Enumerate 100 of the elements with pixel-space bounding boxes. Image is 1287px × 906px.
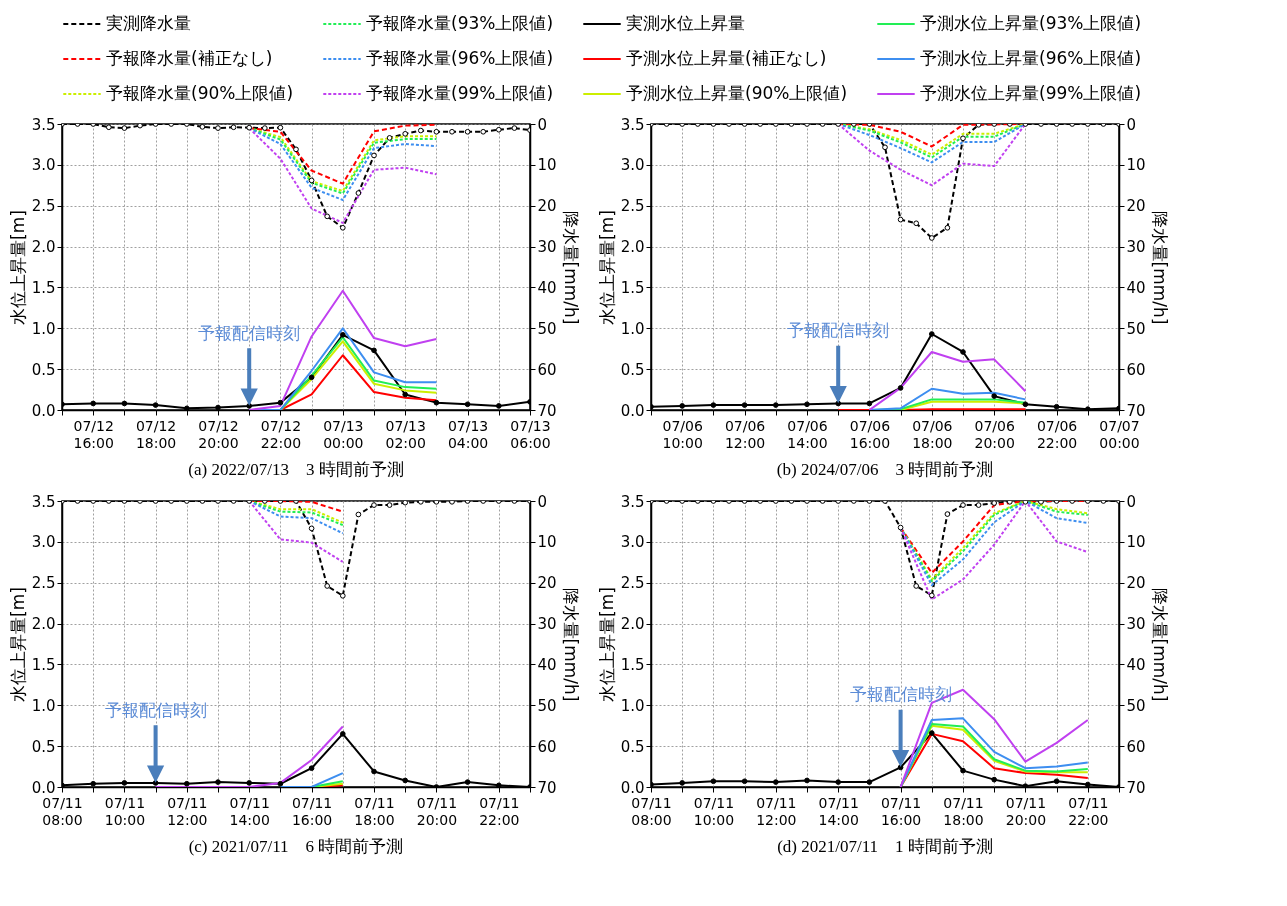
- point: [402, 501, 409, 506]
- y2-tick-label: 30: [1126, 238, 1146, 257]
- y2-tick-label: 10: [1126, 533, 1146, 552]
- x-tick-label: 07/11 16:00: [880, 794, 922, 828]
- y2-tick-label: 0: [537, 492, 548, 511]
- point: [449, 501, 455, 505]
- y-tick-label: 2.0: [31, 615, 56, 634]
- legend-label: 予測水位上昇量(90%上限値): [626, 83, 848, 103]
- y-tick-label: 0.0: [31, 401, 56, 420]
- line-series: [154, 725, 344, 787]
- y2-tick-label: 60: [1126, 360, 1146, 379]
- y-tick-label: 3.0: [620, 533, 645, 552]
- point: [417, 127, 424, 134]
- y-axis-title: 水位上昇量[m]: [7, 210, 28, 325]
- point: [121, 780, 128, 786]
- y-axis-title: 水位上昇量[m]: [7, 587, 28, 702]
- point: [464, 128, 471, 135]
- y2-tick-label: 40: [1126, 278, 1146, 297]
- point: [371, 347, 377, 354]
- y2-tick-label: 70: [1126, 778, 1146, 797]
- y2-tick-label: 40: [1126, 655, 1146, 674]
- y2-tick-label: 10: [1126, 156, 1146, 175]
- y-tick-label: 2.5: [31, 574, 56, 593]
- point: [371, 502, 377, 508]
- y2-tick-label: 40: [537, 278, 557, 297]
- x-tick-label: 07/06 18:00: [912, 417, 953, 451]
- point: [960, 767, 966, 774]
- x-tick-label: 07/11 16:00: [291, 794, 333, 828]
- point: [710, 402, 717, 408]
- y-tick-label: 3.0: [31, 156, 56, 175]
- point: [246, 403, 253, 409]
- y2-tick-label: 20: [537, 574, 557, 593]
- point: [293, 146, 299, 153]
- point: [928, 730, 935, 736]
- point: [741, 402, 748, 408]
- point: [433, 399, 440, 406]
- x-tick-label: 07/11 12:00: [167, 794, 208, 828]
- y-tick-label: 1.0: [620, 696, 645, 715]
- y-tick-label: 1.0: [31, 319, 56, 338]
- legend-label: 予報降水量(90%上限値): [106, 83, 294, 103]
- text: (c) 2021/07/11 6 時間前予測: [188, 837, 404, 856]
- point: [897, 216, 904, 223]
- point: [1053, 778, 1060, 785]
- x-tick-label: 07/11 12:00: [756, 794, 797, 828]
- x-tick-label: 07/11 22:00: [479, 794, 520, 828]
- y2-tick-label: 30: [1126, 615, 1146, 634]
- x-tick-label: 07/06 10:00: [662, 417, 703, 451]
- y-tick-label: 0.5: [31, 360, 56, 379]
- point: [308, 177, 315, 184]
- x-tick-label: 07/06 12:00: [724, 417, 766, 451]
- point: [511, 125, 518, 131]
- point: [152, 402, 159, 408]
- point: [772, 402, 779, 408]
- y-tick-label: 0.0: [620, 778, 645, 797]
- y2-tick-label: 60: [1126, 737, 1146, 756]
- y-tick-label: 2.5: [620, 197, 645, 216]
- point: [137, 124, 143, 129]
- point: [215, 125, 221, 131]
- point: [835, 779, 842, 785]
- y-tick-label: 0.5: [620, 360, 645, 379]
- point: [277, 124, 284, 131]
- x-tick-label: 07/11 10:00: [104, 794, 146, 828]
- point: [1038, 501, 1044, 505]
- point: [1022, 401, 1029, 408]
- y2-tick-label: 0: [1126, 492, 1137, 511]
- x-tick-label: 07/11 14:00: [818, 794, 859, 828]
- line-series: [868, 350, 1027, 410]
- point: [90, 400, 97, 407]
- legend-label: 予報降水量(補正なし): [106, 48, 273, 68]
- point: [464, 779, 471, 785]
- point: [324, 583, 331, 589]
- y2-axis-title: 降水量[mm/h]: [560, 587, 581, 702]
- y2-tick-label: 30: [537, 615, 557, 634]
- y2-tick-label: 50: [537, 696, 557, 715]
- point: [804, 401, 810, 408]
- y2-axis-title: 降水量[mm/h]: [1149, 587, 1170, 702]
- point: [804, 777, 810, 784]
- x-tick-label: 07/11 18:00: [943, 794, 984, 828]
- point: [386, 502, 393, 508]
- y2-axis-title: 降水量[mm/h]: [1149, 210, 1170, 325]
- annotation: 予報配信時刻: [104, 699, 207, 720]
- y2-tick-label: 70: [537, 778, 557, 797]
- x-tick-label: 07/06 22:00: [1036, 417, 1078, 451]
- y-tick-label: 3.0: [31, 533, 56, 552]
- y-tick-label: 1.0: [620, 319, 645, 338]
- point: [339, 731, 346, 737]
- y-tick-label: 1.5: [620, 278, 645, 297]
- x-tick-label: 07/12 18:00: [135, 417, 177, 451]
- x-tick-label: 07/11 22:00: [1068, 794, 1109, 828]
- legend-label: 実測降水量: [106, 13, 191, 33]
- y2-tick-label: 50: [537, 319, 557, 338]
- point: [215, 779, 221, 785]
- point: [928, 592, 935, 599]
- y2-tick-label: 0: [1126, 115, 1137, 134]
- point: [866, 779, 873, 785]
- x-tick-label: 07/11 20:00: [416, 794, 458, 828]
- point: [960, 349, 966, 355]
- point: [913, 583, 920, 589]
- point: [741, 778, 748, 785]
- point: [355, 511, 362, 518]
